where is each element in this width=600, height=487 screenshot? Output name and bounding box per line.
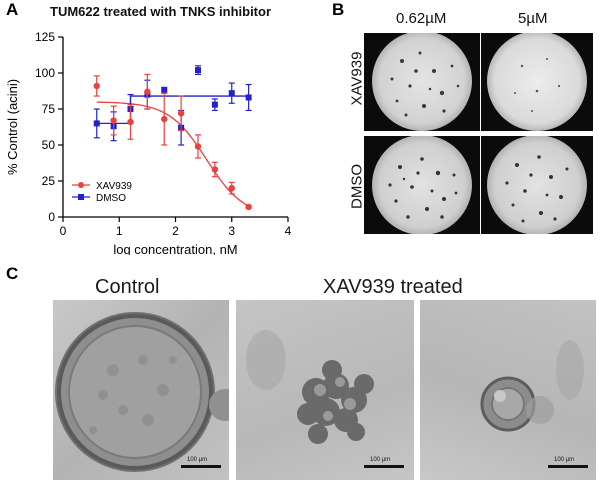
column-label-low-dose: 0.62µM <box>396 10 447 27</box>
x-tick-label: 4 <box>285 224 292 238</box>
x-axis-label: log concentration, nM <box>113 242 237 255</box>
legend-xav939-label: XAV939 <box>96 181 132 192</box>
dmso-point <box>245 94 252 101</box>
xav939-point <box>110 117 117 124</box>
xav939-point <box>93 82 100 90</box>
xav939-point <box>177 110 185 117</box>
y-axis-label: % Control (acini) <box>5 79 20 175</box>
dose-response-chart: 0 25 50 75 100 125 0 1 2 3 4 log concentration, nM%… <box>5 30 292 255</box>
well-dmso-high <box>481 136 593 234</box>
micrograph-treated-2: 100 µm <box>420 300 596 480</box>
x-tick-label: 3 <box>228 224 235 238</box>
xav939-point <box>228 185 235 192</box>
row-label-xav939: XAV939 <box>348 51 366 106</box>
panel-a-letter: A <box>6 0 19 19</box>
x-tick-label: 0 <box>60 224 67 238</box>
dmso-point <box>195 67 201 74</box>
dmso-fit-line <box>96 95 249 125</box>
y-tick-label: 25 <box>42 174 56 188</box>
scale-bar-text-3: 100 µm <box>554 457 575 463</box>
well-xav939-high <box>481 33 593 131</box>
row-label-dmso: DMSO <box>348 164 366 209</box>
dmso-point <box>211 101 218 108</box>
xav939-point <box>161 115 168 123</box>
xav939-point <box>144 88 151 95</box>
y-tick-label: 50 <box>42 138 56 152</box>
legend-xav939-marker <box>78 182 84 188</box>
xav939-point <box>127 118 134 126</box>
scale-bar-text-1: 100 µm <box>187 457 208 463</box>
legend-dmso-marker <box>78 194 84 200</box>
dmso-point <box>228 90 235 97</box>
y-tick-label: 125 <box>35 30 55 44</box>
xav939-point <box>194 143 202 150</box>
chart-title: TUM622 treated with TNKS inhibitor <box>50 4 272 19</box>
dmso-point <box>93 120 100 127</box>
micrograph-treated-1: 100 µm <box>236 300 414 480</box>
y-tick-label: 75 <box>42 102 56 116</box>
well-dmso-low <box>364 136 480 234</box>
y-tick-label: 0 <box>48 210 55 224</box>
control-label: Control <box>95 276 160 298</box>
well-xav939-low <box>364 33 480 131</box>
legend-dmso-label: DMSO <box>96 193 126 204</box>
xav939-point <box>245 203 252 211</box>
y-tick-label: 100 <box>35 66 55 80</box>
xav939-point <box>211 166 219 173</box>
x-tick-label: 2 <box>172 224 179 238</box>
panel-b-letter: B <box>332 0 345 19</box>
micrograph-control: 100 µm <box>53 300 229 480</box>
x-tick-label: 1 <box>116 224 123 238</box>
column-label-high-dose: 5µM <box>518 10 548 27</box>
panel-c-letter: C <box>6 264 19 283</box>
dmso-point <box>161 87 168 94</box>
xav939-fit-curve <box>96 101 249 207</box>
scale-bar-text-2: 100 µm <box>370 457 391 463</box>
treated-label: XAV939 treated <box>323 276 463 298</box>
